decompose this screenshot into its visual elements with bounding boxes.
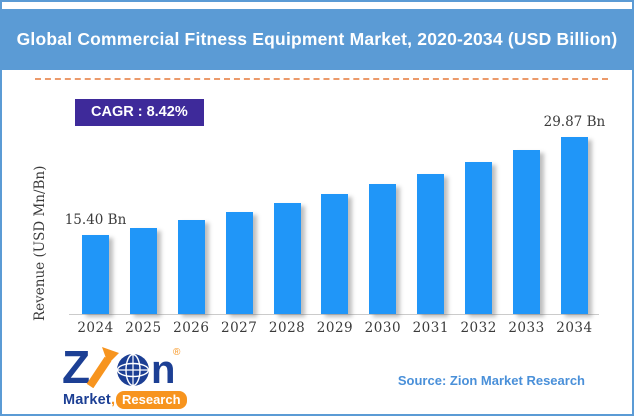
chart-title: Global Commercial Fitness Equipment Mark… bbox=[16, 29, 618, 49]
x-tick-label: 2024 bbox=[77, 320, 114, 336]
y-axis-label: Revenue (USD Mn/Bn) bbox=[32, 165, 48, 321]
zion-market-research-logo: Z n ® Market, Research bbox=[62, 341, 187, 409]
x-tick-label: 2026 bbox=[173, 320, 210, 336]
x-tick-2031: 2031 bbox=[413, 320, 449, 336]
bar-2033 bbox=[513, 150, 541, 314]
bar-chart-plot: 15.40 Bn 29.87 Bn bbox=[65, 114, 605, 315]
bar-slot-2025 bbox=[129, 122, 157, 314]
bar-2026 bbox=[177, 220, 205, 314]
bar-2025 bbox=[129, 228, 157, 314]
bar-slot-2029 bbox=[321, 122, 349, 314]
bar-2034 bbox=[560, 137, 588, 314]
bar-slot-2033 bbox=[513, 122, 541, 314]
logo-comma: , bbox=[110, 392, 115, 408]
cagr-badge: CAGR : 8.42% bbox=[75, 99, 204, 126]
x-tick-label: 2029 bbox=[316, 320, 354, 336]
x-tick-2033: 2033 bbox=[508, 320, 544, 336]
bar-value-label-2024: 15.40 Bn bbox=[64, 212, 127, 228]
x-tick-2029: 2029 bbox=[317, 320, 353, 336]
bar-slot-2026 bbox=[177, 122, 205, 314]
bar-2028 bbox=[273, 203, 301, 314]
x-tick-label: 2028 bbox=[268, 320, 306, 336]
bar-slot-2027 bbox=[225, 122, 253, 314]
bar-slot-2031 bbox=[417, 122, 445, 314]
x-tick-2026: 2026 bbox=[173, 320, 209, 336]
x-tick-2028: 2028 bbox=[269, 320, 305, 336]
logo-bottom-row: Market, Research bbox=[63, 391, 187, 409]
bar-slot-2028 bbox=[273, 122, 301, 314]
cagr-value: 8.42% bbox=[146, 104, 188, 120]
logo-letter-n: n bbox=[151, 348, 175, 388]
source-attribution: Source: Zion Market Research bbox=[397, 373, 585, 388]
bar-slot-2034: 29.87 Bn bbox=[544, 114, 605, 314]
logo-wordmark: Z n ® bbox=[62, 341, 181, 393]
x-tick-label: 2033 bbox=[508, 320, 545, 336]
logo-arrow-icon bbox=[86, 347, 119, 389]
bar-value-label-2034: 29.87 Bn bbox=[543, 114, 606, 130]
logo-globe-icon bbox=[116, 353, 150, 387]
bars: 15.40 Bn 29.87 Bn bbox=[65, 114, 605, 314]
x-tick-2025: 2025 bbox=[125, 320, 161, 336]
bar-2030 bbox=[369, 184, 397, 314]
bar-slot-2030 bbox=[369, 122, 397, 314]
registered-mark-icon: ® bbox=[173, 347, 181, 358]
bar-2031 bbox=[417, 174, 445, 314]
x-tick-label: 2034 bbox=[556, 320, 593, 336]
x-tick-label: 2031 bbox=[412, 320, 449, 336]
x-tick-label: 2032 bbox=[460, 320, 497, 336]
bar-slot-2024: 15.40 Bn bbox=[65, 122, 126, 314]
bar-2032 bbox=[465, 162, 493, 314]
logo-market-text: Market bbox=[63, 392, 111, 408]
x-tick-2024: 2024 bbox=[77, 320, 113, 336]
x-tick-label: 2030 bbox=[364, 320, 402, 336]
bar-2029 bbox=[321, 194, 349, 314]
dashed-separator bbox=[35, 78, 608, 80]
bar-2027 bbox=[225, 212, 253, 314]
x-axis-labels: 2024 2025 2026 2027 2028 2029 2030 2031 2032 2033… bbox=[69, 320, 599, 336]
x-tick-2034: 2034 bbox=[556, 320, 592, 336]
logo-letter-z: Z bbox=[63, 346, 90, 388]
x-tick-2032: 2032 bbox=[460, 320, 496, 336]
title-band: Global Commercial Fitness Equipment Mark… bbox=[2, 9, 632, 70]
logo-research-pill: Research bbox=[115, 391, 187, 409]
x-tick-2030: 2030 bbox=[365, 320, 401, 336]
bar-slot-2032 bbox=[465, 122, 493, 314]
x-tick-2027: 2027 bbox=[221, 320, 257, 336]
cagr-label: CAGR : bbox=[91, 104, 143, 120]
x-tick-label: 2027 bbox=[221, 320, 258, 336]
bar-2024 bbox=[82, 235, 109, 314]
x-tick-label: 2025 bbox=[125, 320, 162, 336]
